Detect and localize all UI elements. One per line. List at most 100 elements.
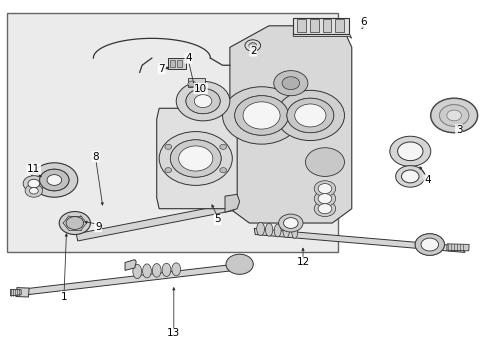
Text: 4: 4: [185, 53, 191, 63]
Circle shape: [59, 212, 90, 234]
Circle shape: [446, 110, 461, 121]
Circle shape: [397, 142, 422, 161]
Circle shape: [40, 169, 69, 191]
Text: 13: 13: [167, 328, 180, 338]
Circle shape: [170, 140, 221, 177]
Bar: [334, 19, 343, 32]
Circle shape: [414, 234, 444, 255]
Circle shape: [314, 201, 335, 217]
Circle shape: [234, 96, 288, 135]
Circle shape: [318, 194, 331, 204]
Ellipse shape: [283, 225, 289, 238]
Circle shape: [219, 144, 226, 149]
Polygon shape: [254, 228, 464, 252]
Circle shape: [29, 188, 38, 194]
Polygon shape: [157, 108, 237, 209]
Bar: [297, 19, 305, 32]
Circle shape: [294, 104, 325, 127]
Bar: [167, 58, 186, 69]
Circle shape: [234, 96, 288, 135]
Bar: [188, 78, 205, 87]
Circle shape: [225, 254, 253, 274]
Circle shape: [185, 89, 220, 114]
Circle shape: [276, 90, 344, 140]
Circle shape: [244, 40, 260, 51]
Ellipse shape: [274, 224, 281, 237]
Circle shape: [401, 170, 418, 183]
Circle shape: [389, 136, 430, 166]
Text: 2: 2: [249, 46, 256, 56]
Ellipse shape: [142, 264, 151, 278]
Polygon shape: [125, 260, 136, 270]
Circle shape: [439, 105, 468, 126]
Polygon shape: [229, 26, 351, 223]
Circle shape: [318, 204, 331, 214]
Polygon shape: [76, 203, 233, 241]
Bar: [446, 244, 468, 251]
Bar: [170, 60, 175, 67]
Circle shape: [318, 184, 331, 194]
Circle shape: [178, 146, 212, 171]
Circle shape: [414, 234, 444, 255]
Text: 7: 7: [158, 64, 164, 74]
Circle shape: [25, 184, 42, 197]
Ellipse shape: [291, 226, 297, 238]
Circle shape: [164, 144, 171, 149]
Text: 1: 1: [61, 292, 67, 302]
Circle shape: [194, 95, 211, 108]
Bar: [6, 13, 337, 252]
Circle shape: [286, 98, 333, 133]
Circle shape: [185, 89, 220, 114]
Polygon shape: [10, 289, 21, 296]
Text: 3: 3: [455, 125, 462, 135]
Text: 6: 6: [360, 17, 366, 27]
Circle shape: [286, 98, 333, 133]
Circle shape: [31, 163, 78, 197]
Text: 5: 5: [214, 215, 221, 224]
Circle shape: [66, 217, 83, 229]
Text: 9: 9: [95, 222, 102, 231]
Circle shape: [439, 105, 468, 126]
Bar: [293, 18, 348, 34]
Text: 11: 11: [27, 164, 41, 174]
Text: 10: 10: [194, 84, 207, 94]
Ellipse shape: [152, 264, 161, 277]
Circle shape: [430, 98, 477, 133]
Circle shape: [420, 238, 438, 251]
Circle shape: [278, 214, 303, 232]
Polygon shape: [293, 34, 351, 39]
Circle shape: [170, 140, 221, 177]
Circle shape: [243, 102, 280, 129]
Ellipse shape: [265, 223, 272, 236]
Circle shape: [314, 181, 335, 197]
Circle shape: [282, 77, 299, 90]
Bar: [309, 19, 318, 32]
Text: 8: 8: [92, 152, 99, 162]
Circle shape: [176, 81, 229, 121]
Ellipse shape: [256, 222, 264, 235]
Polygon shape: [224, 194, 239, 212]
Circle shape: [219, 168, 226, 173]
Circle shape: [187, 81, 195, 87]
Circle shape: [28, 179, 40, 188]
Bar: [322, 19, 330, 32]
Ellipse shape: [133, 264, 142, 279]
Circle shape: [248, 42, 256, 48]
Circle shape: [222, 87, 300, 144]
Circle shape: [283, 218, 298, 228]
Text: 12: 12: [296, 257, 309, 267]
Bar: [16, 288, 29, 297]
Circle shape: [305, 148, 344, 176]
Circle shape: [47, 175, 61, 185]
Polygon shape: [20, 262, 250, 296]
Circle shape: [159, 132, 232, 185]
Circle shape: [23, 176, 44, 192]
Ellipse shape: [171, 263, 180, 276]
Circle shape: [430, 98, 477, 133]
Text: 4: 4: [423, 175, 430, 185]
Ellipse shape: [162, 263, 170, 276]
Circle shape: [164, 168, 171, 173]
Circle shape: [40, 169, 69, 191]
Bar: [177, 60, 182, 67]
Circle shape: [273, 71, 307, 96]
